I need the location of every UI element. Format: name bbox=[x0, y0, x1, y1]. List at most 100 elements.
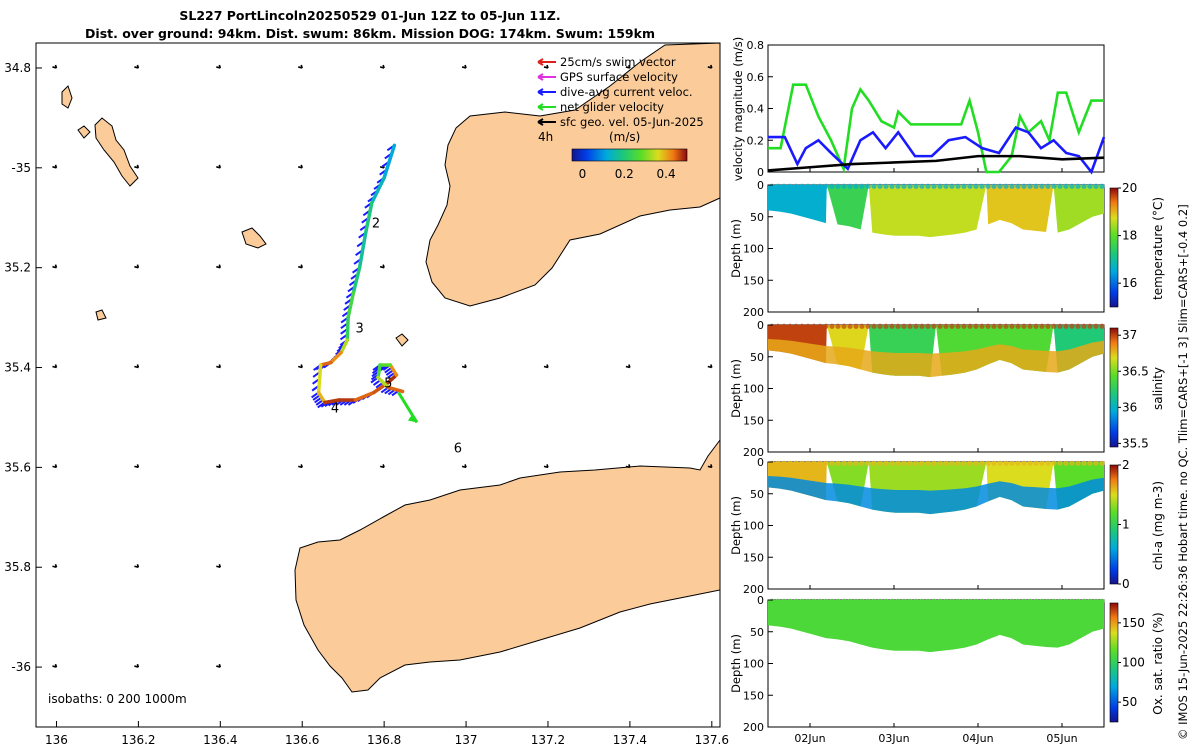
velocity-series-line bbox=[768, 83, 1104, 174]
map-x-tick-label: 137.6 bbox=[695, 733, 729, 747]
section-surface-dot bbox=[1075, 460, 1081, 466]
section-data-fill bbox=[868, 185, 987, 238]
section-surface-dot bbox=[1039, 460, 1045, 466]
section-surface-dot bbox=[865, 460, 871, 466]
section-surface-dot bbox=[787, 598, 793, 604]
section-surface-dot bbox=[979, 323, 985, 329]
land-kangaroo-island bbox=[294, 438, 721, 693]
sfc-geo-velocity-arrow bbox=[543, 464, 549, 469]
section-panel-temperature-section: 0 50 100 150 200 Depth (m) 16 18 20 temperature (… bbox=[729, 179, 1165, 319]
section-surface-dot bbox=[871, 460, 877, 466]
sfc-geo-velocity-arrow bbox=[461, 64, 467, 69]
section-surface-dot bbox=[823, 323, 829, 329]
legend-arrowhead bbox=[537, 103, 544, 111]
section-surface-dot bbox=[865, 183, 871, 189]
land-eyre-peninsula bbox=[425, 42, 721, 307]
section-surface-dot bbox=[943, 598, 949, 604]
map-x-tick-label: 136 bbox=[45, 733, 68, 747]
chart-title-line2: Dist. over ground: 94km. Dist. swum: 86k… bbox=[85, 26, 655, 41]
section-surface-dot bbox=[1021, 598, 1027, 604]
section-surface-dot bbox=[793, 323, 799, 329]
section-surface-dot bbox=[1081, 598, 1087, 604]
section-surface-dot bbox=[1051, 598, 1057, 604]
section-surface-dot bbox=[787, 460, 793, 466]
section-surface-dot bbox=[775, 183, 781, 189]
section-surface-dot bbox=[1027, 323, 1033, 329]
section-surface-dot bbox=[841, 183, 847, 189]
section-surface-dot bbox=[1027, 598, 1033, 604]
section-surface-dot bbox=[871, 323, 877, 329]
section-y-tick-label: 100 bbox=[743, 520, 764, 533]
section-surface-dot bbox=[991, 323, 997, 329]
section-surface-dot bbox=[805, 598, 811, 604]
section-surface-dot bbox=[1063, 598, 1069, 604]
section-surface-dot bbox=[997, 323, 1003, 329]
sfc-geo-velocity-arrow bbox=[298, 264, 303, 269]
section-surface-dot bbox=[913, 183, 919, 189]
section-surface-dot bbox=[835, 598, 841, 604]
section-surface-dot bbox=[997, 460, 1003, 466]
section-colorbar bbox=[1109, 464, 1119, 585]
section-surface-dot bbox=[847, 460, 853, 466]
section-surface-dot bbox=[901, 183, 907, 189]
sfc-geo-velocity-arrow bbox=[707, 64, 713, 69]
section-y-tick-label: 200 bbox=[743, 306, 764, 319]
section-surface-dot bbox=[967, 323, 973, 329]
section-surface-dot bbox=[1087, 183, 1093, 189]
section-surface-dot bbox=[1081, 460, 1087, 466]
sfc-geo-velocity-arrow bbox=[625, 64, 631, 69]
section-surface-dot bbox=[1069, 323, 1075, 329]
section-y-tick-label: 150 bbox=[743, 274, 764, 287]
section-surface-dot bbox=[1099, 598, 1105, 604]
section-surface-dot bbox=[1003, 183, 1009, 189]
map-x-tick-label: 136.2 bbox=[121, 733, 155, 747]
section-surface-dot bbox=[865, 323, 871, 329]
section-surface-dot bbox=[805, 183, 811, 189]
section-surface-dot bbox=[1051, 323, 1057, 329]
section-surface-dot bbox=[955, 323, 961, 329]
section-surface-dot bbox=[841, 460, 847, 466]
sfc-geo-velocity-arrow bbox=[216, 264, 222, 269]
velocity-y-tick-label: 0.2 bbox=[747, 134, 765, 147]
section-surface-dot bbox=[823, 460, 829, 466]
section-surface-dot bbox=[1003, 323, 1009, 329]
section-surface-dot bbox=[877, 183, 883, 189]
sfc-geo-velocity-arrow bbox=[298, 464, 303, 469]
sfc-geo-velocity-arrow bbox=[461, 364, 467, 369]
section-y-tick-label: 150 bbox=[743, 414, 764, 427]
section-surface-dot bbox=[1033, 598, 1039, 604]
section-surface-dot bbox=[817, 183, 823, 189]
velocity-y-axis-label: velocity magnitude (m/s) bbox=[731, 37, 745, 182]
section-surface-dot bbox=[775, 598, 781, 604]
section-surface-dot bbox=[781, 183, 787, 189]
section-surface-dot bbox=[931, 460, 937, 466]
section-surface-dot bbox=[955, 460, 961, 466]
legend-label: net glider velocity bbox=[560, 100, 664, 114]
section-surface-dot bbox=[1015, 183, 1021, 189]
time-tick-label: 03Jun bbox=[878, 732, 909, 745]
section-y-tick-label: 150 bbox=[743, 689, 764, 702]
section-surface-dot bbox=[853, 323, 859, 329]
section-surface-dot bbox=[1021, 323, 1027, 329]
section-surface-dot bbox=[907, 183, 913, 189]
section-surface-dot bbox=[1081, 323, 1087, 329]
velocity-series-line bbox=[767, 154, 1105, 172]
section-surface-dot bbox=[865, 598, 871, 604]
map-colorbar bbox=[571, 148, 688, 162]
section-surface-dot bbox=[991, 460, 997, 466]
section-y-tick-label: 100 bbox=[743, 658, 764, 671]
section-surface-dot bbox=[961, 598, 967, 604]
colorbar-tick-label: 150 bbox=[1122, 616, 1145, 630]
section-surface-dot bbox=[913, 460, 919, 466]
section-surface-dot bbox=[1075, 598, 1081, 604]
section-surface-dot bbox=[1087, 460, 1093, 466]
section-y-tick-label: 50 bbox=[750, 351, 764, 364]
section-surface-dot bbox=[1015, 460, 1021, 466]
sfc-geo-velocity-arrow bbox=[298, 164, 303, 169]
glider-track-segment bbox=[316, 390, 327, 405]
section-surface-dot bbox=[883, 598, 889, 604]
map-y-tick-label: 35.4 bbox=[4, 361, 31, 375]
section-surface-dot bbox=[907, 598, 913, 604]
sfc-geo-velocity-arrow bbox=[216, 563, 222, 569]
